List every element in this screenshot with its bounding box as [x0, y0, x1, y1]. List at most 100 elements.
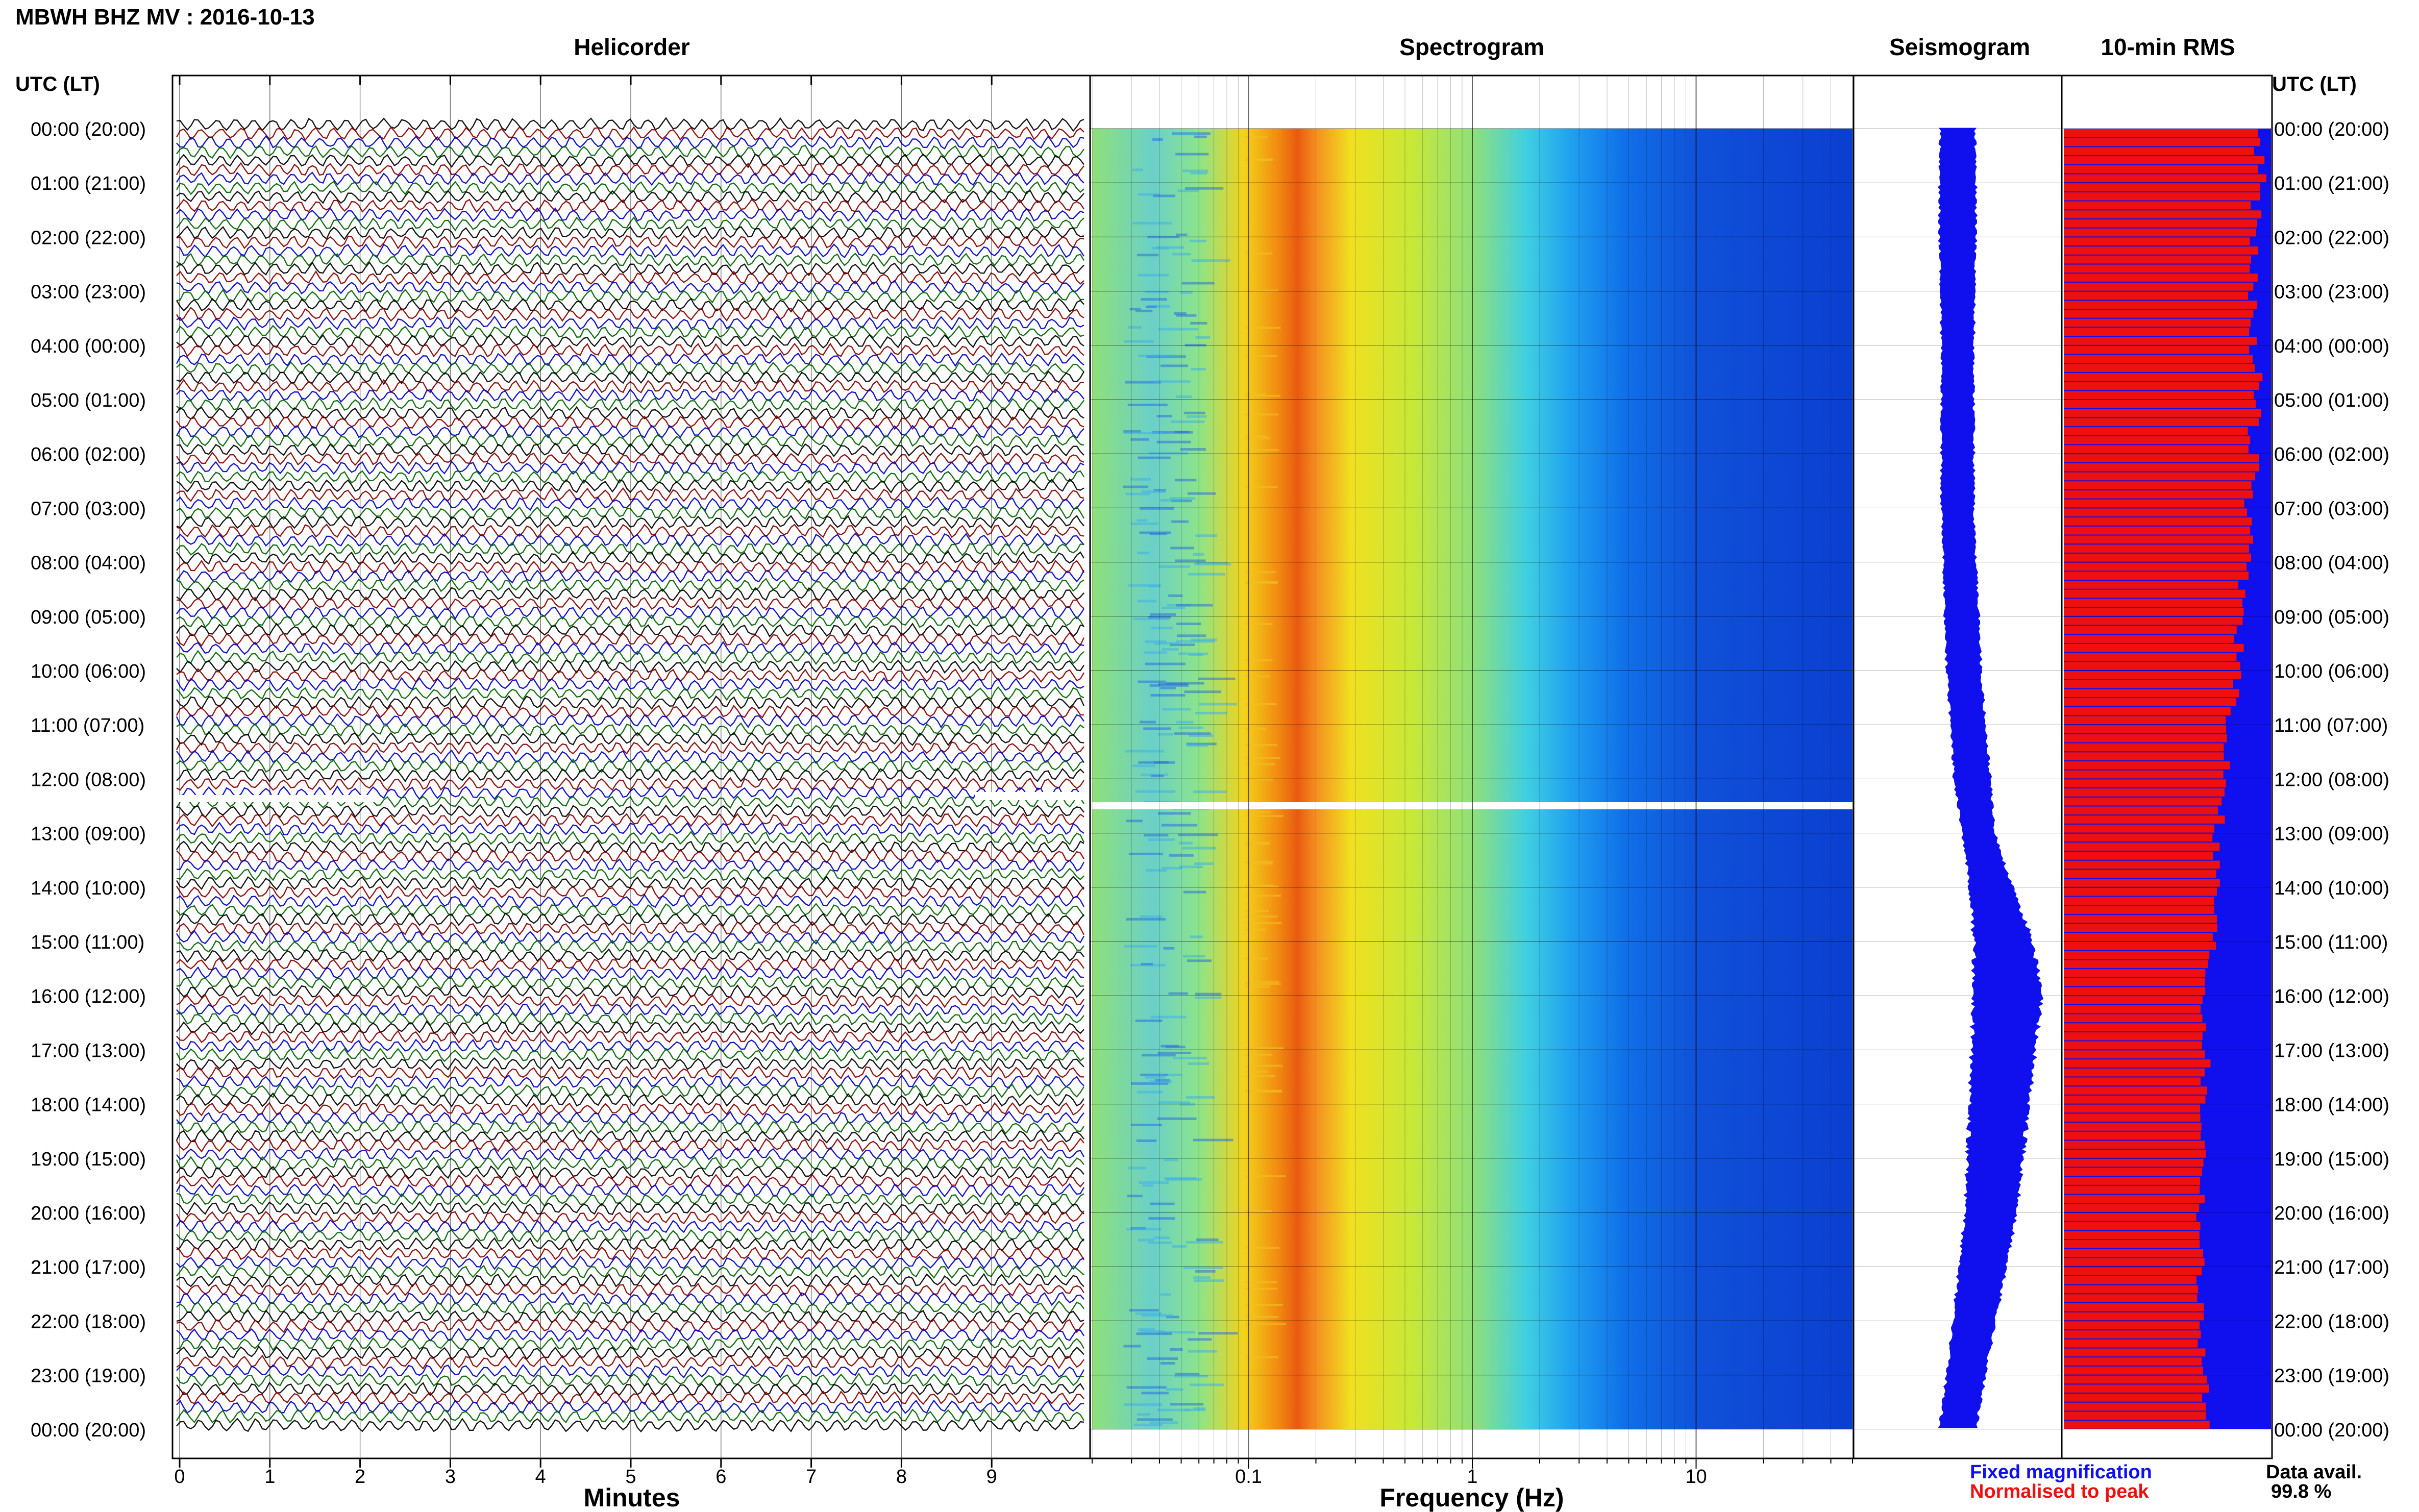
helicorder-trace — [176, 550, 1085, 565]
spectrogram-stripe — [1147, 1357, 1178, 1360]
spectrogram-stripe — [1149, 1080, 1172, 1083]
rms-bar — [2064, 526, 2251, 535]
spectrogram-stripe — [1153, 194, 1175, 197]
time-label-right: 20:00 (16:00) — [2274, 1203, 2389, 1224]
helicorder-trace — [176, 767, 1084, 783]
spectrogram-stripe — [1245, 841, 1270, 844]
helicorder-trace — [176, 948, 1084, 963]
rms-bar — [2064, 924, 2217, 932]
rms-bar — [2064, 1041, 2202, 1050]
spectrogram-stripe — [1181, 282, 1215, 285]
time-label-left: 00:00 (20:00) — [31, 119, 146, 140]
rms-bar — [2064, 454, 2259, 462]
rms-bar — [2064, 1150, 2206, 1158]
helicorder-trace — [176, 587, 1084, 602]
spectrogram-stripe — [1132, 221, 1173, 225]
spectrogram-stripe — [1245, 757, 1280, 759]
spectrogram-stripe — [1145, 1076, 1166, 1079]
spectrogram-stripe — [1245, 449, 1279, 452]
utc-label-left: UTC (LT) — [15, 73, 100, 95]
spectrogram-stripe — [1160, 1293, 1171, 1296]
spectrogram-stripe — [1161, 1045, 1179, 1048]
spectrogram-stripe — [1188, 573, 1225, 576]
helicorder-trace — [176, 496, 1084, 511]
spectrogram-stripe — [1245, 435, 1267, 437]
rms-bar — [2064, 698, 2237, 706]
spectrogram-stripe — [1245, 703, 1277, 706]
helicorder-trace — [176, 1300, 1084, 1315]
helicorder-trace — [176, 1354, 1084, 1370]
spectrogram-stripe — [1245, 1071, 1268, 1073]
helicorder-trace — [176, 758, 1084, 773]
spectrogram-stripe — [1128, 584, 1161, 587]
spectrogram-stripe — [1181, 847, 1216, 850]
spectrogram-stripe — [1174, 479, 1197, 482]
helicorder-trace — [176, 668, 1085, 683]
rms-bar — [2064, 1222, 2201, 1230]
spectrogram-stripe — [1136, 790, 1176, 793]
spectrogram-stripe — [1146, 305, 1157, 308]
spectrogram-stripe — [1169, 1348, 1183, 1351]
spectrogram-stripe — [1245, 885, 1279, 888]
spectrogram-stripe — [1137, 254, 1159, 257]
helicorder-trace — [176, 253, 1085, 267]
spectrogram-stripe — [1152, 431, 1193, 434]
spectrogram-stripe — [1136, 1139, 1157, 1142]
spectrogram-stripe — [1135, 1312, 1162, 1315]
spectrogram-stripe — [1188, 492, 1216, 495]
spectrogram-stripe — [1175, 604, 1213, 607]
rms-bar — [2064, 1231, 2200, 1240]
helicorder-x-tick-label: 7 — [806, 1466, 817, 1488]
rms-bar — [2064, 860, 2220, 869]
rms-bar — [2064, 1113, 2201, 1122]
rms-bar — [2064, 355, 2253, 363]
spectrogram-stripe — [1150, 1202, 1175, 1205]
spectrogram-stripe — [1158, 1101, 1190, 1104]
spectrogram-stripe — [1183, 411, 1205, 414]
spectrogram-stripe — [1126, 820, 1143, 823]
spectrogram-stripe — [1194, 862, 1214, 865]
helicorder-trace — [176, 1137, 1084, 1153]
rms-bar — [2064, 914, 2217, 923]
rms-bar — [2064, 643, 2244, 652]
rms-bar — [2064, 436, 2251, 444]
spectrogram-stripe — [1195, 711, 1227, 714]
helicorder-trace — [176, 578, 1084, 592]
rms-bar — [2064, 906, 2215, 914]
helicorder-x-tick-label: 2 — [355, 1466, 365, 1488]
spectrogram-stripe — [1245, 1053, 1273, 1056]
spectrogram-stripe — [1245, 289, 1279, 292]
helicorder-trace — [176, 388, 1084, 403]
helicorder-trace — [176, 659, 1085, 674]
spectrogram-stripe — [1182, 955, 1205, 958]
spectrogram-stripe — [1176, 233, 1188, 236]
helicorder-trace — [176, 1282, 1085, 1297]
spectrogram-stripe — [1175, 1373, 1200, 1376]
spectrogram-stripe — [1176, 721, 1194, 724]
spectrogram-stripe — [1133, 617, 1169, 621]
helicorder-panel: 0 1 2 3 4 5 6 7 8 9 Minutes — [171, 75, 1091, 1512]
spectrogram-stripe — [1133, 1423, 1163, 1426]
helicorder-trace — [176, 677, 1084, 692]
spectrogram-stripe — [1135, 1019, 1163, 1022]
rms-bar — [2064, 1267, 2202, 1275]
time-label-left: 10:00 (06:00) — [31, 661, 146, 682]
spectrogram-stripe — [1141, 1314, 1173, 1317]
spectrogram-stripe — [1137, 519, 1148, 522]
spectrogram-stripe — [1140, 915, 1163, 918]
spectrogram-stripe — [1178, 833, 1218, 836]
rms-bar — [2064, 1213, 2196, 1221]
spectrogram-stripe — [1123, 1403, 1162, 1406]
helicorder-trace — [176, 731, 1084, 747]
time-label-right: 02:00 (22:00) — [2274, 227, 2389, 249]
rms-bar — [2064, 400, 2256, 408]
rms-bar — [2064, 1330, 2201, 1339]
spectrogram-stripe — [1127, 403, 1168, 406]
time-label-right: 03:00 (23:00) — [2274, 282, 2389, 303]
rms-bar — [2064, 870, 2216, 878]
rms-bar — [2064, 481, 2252, 489]
spectrogram-stripe — [1245, 394, 1280, 397]
helicorder-traces — [176, 117, 1085, 1433]
rms-bar — [2064, 210, 2262, 218]
spectrogram-stripe — [1150, 613, 1176, 616]
